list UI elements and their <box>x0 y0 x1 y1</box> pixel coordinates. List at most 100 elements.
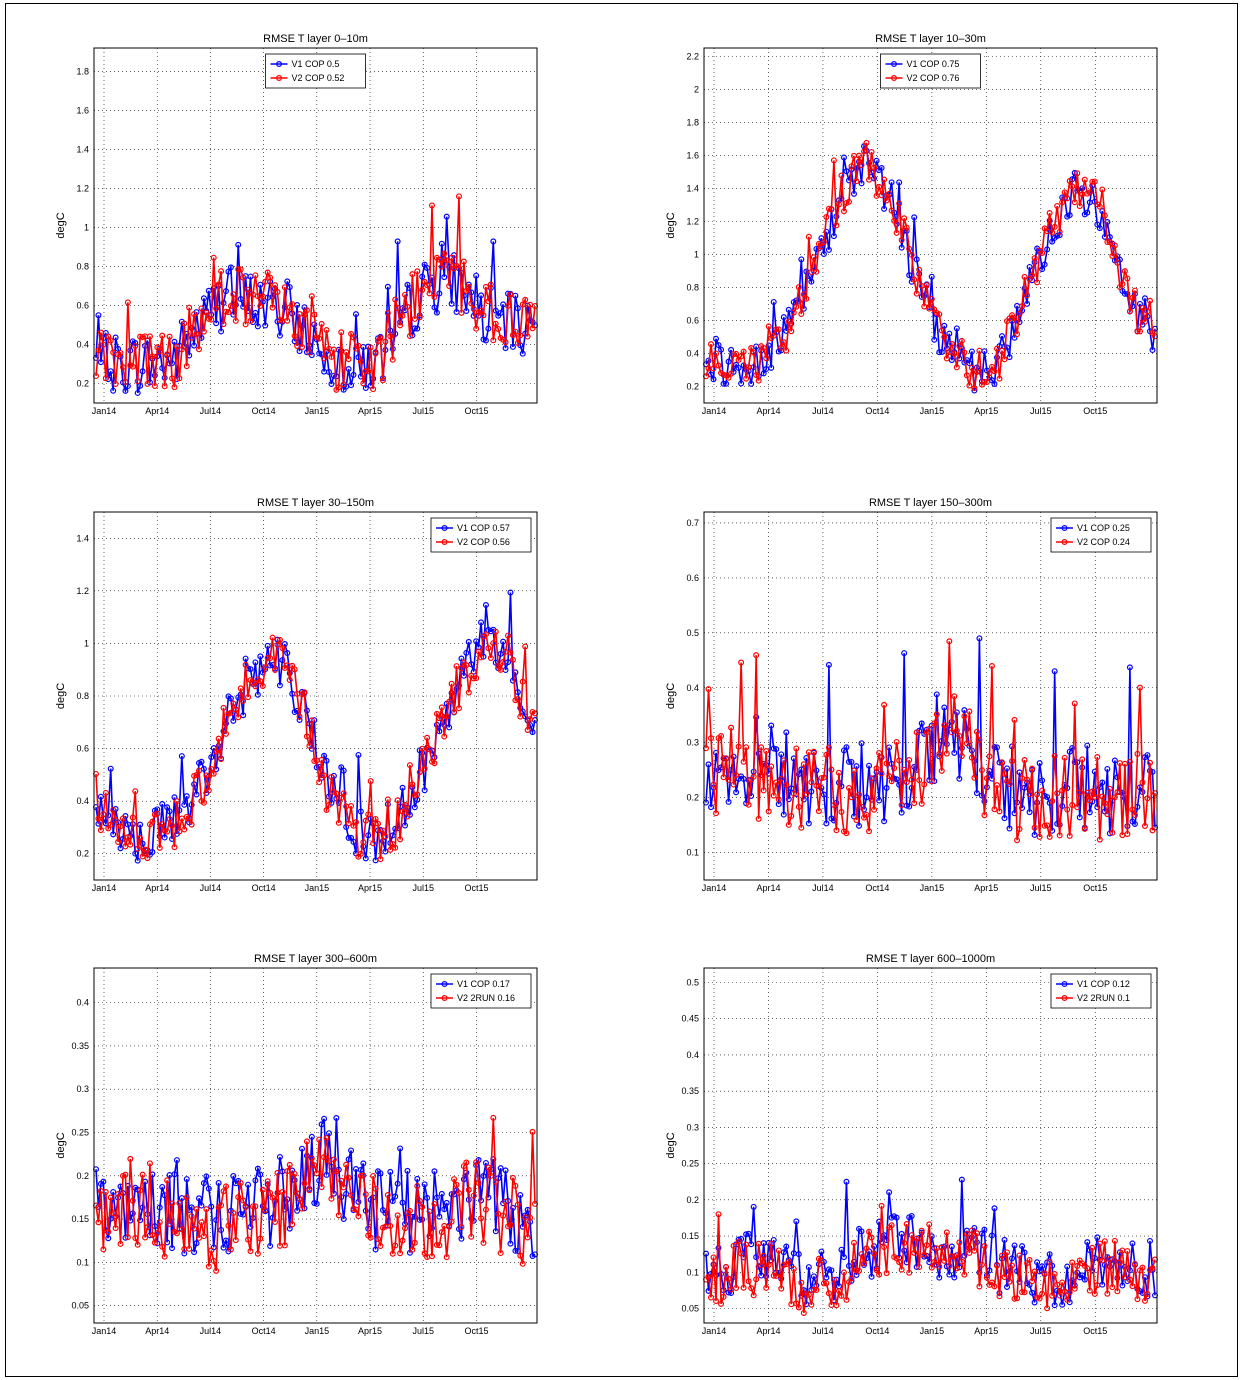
data-point <box>379 827 386 834</box>
data-point <box>773 326 780 333</box>
data-point <box>1094 804 1101 811</box>
y-tick-label: 0.2 <box>686 793 699 803</box>
data-point <box>112 816 119 823</box>
data-point <box>176 375 183 382</box>
x-tick-label: Jul15 <box>1030 406 1052 416</box>
data-point <box>858 740 865 747</box>
data-point <box>1091 1290 1098 1297</box>
data-point <box>441 250 448 257</box>
data-point <box>284 1168 291 1175</box>
data-point <box>733 772 740 779</box>
data-point <box>968 754 975 761</box>
data-point <box>1071 169 1078 176</box>
data-point <box>274 289 281 296</box>
data-point <box>1039 1263 1046 1270</box>
data-point <box>928 295 935 302</box>
data-point <box>921 292 928 299</box>
data-point <box>1146 759 1153 766</box>
data-point <box>785 1258 792 1265</box>
data-point <box>232 1237 239 1244</box>
data-point <box>866 828 873 835</box>
data-point <box>1001 815 1008 822</box>
data-point <box>1074 759 1081 766</box>
data-point <box>311 1162 318 1169</box>
x-tick-label: Jul14 <box>812 406 834 416</box>
data-point <box>876 1271 883 1278</box>
data-point <box>1019 1243 1026 1250</box>
data-point <box>838 1292 845 1299</box>
data-point <box>810 748 817 755</box>
y-tick-label: 1.8 <box>76 66 89 76</box>
data-point <box>768 763 775 770</box>
x-tick-label: Jan14 <box>702 883 727 893</box>
data-point <box>1114 1288 1121 1295</box>
data-point <box>272 282 279 289</box>
data-point <box>1051 752 1058 759</box>
data-point <box>242 1204 249 1211</box>
data-point <box>976 347 983 354</box>
data-point <box>991 1283 998 1290</box>
data-point <box>289 1221 296 1228</box>
data-point <box>497 309 504 316</box>
data-point <box>843 1178 850 1185</box>
data-point <box>1024 292 1031 299</box>
data-point <box>119 815 126 822</box>
data-point <box>173 798 180 805</box>
data-point <box>805 273 812 280</box>
data-point <box>213 320 220 327</box>
data-point <box>830 233 837 240</box>
data-point <box>441 1206 448 1213</box>
data-point <box>232 317 239 324</box>
data-point <box>1121 795 1128 802</box>
data-point <box>913 1235 920 1242</box>
data-point <box>848 794 855 801</box>
data-point <box>146 1160 153 1167</box>
data-point <box>102 1188 109 1195</box>
data-point <box>262 664 269 671</box>
x-tick-label: Apr15 <box>974 406 998 416</box>
data-point <box>227 1246 234 1253</box>
data-point <box>918 1227 925 1234</box>
data-point <box>311 311 318 318</box>
data-point <box>259 293 266 300</box>
data-point <box>881 1244 888 1251</box>
data-point <box>443 1254 450 1261</box>
data-point <box>375 1236 382 1243</box>
data-point <box>1086 189 1093 196</box>
data-point <box>1076 203 1083 210</box>
data-point <box>240 1197 247 1204</box>
data-point <box>1029 1278 1036 1285</box>
data-point <box>775 326 782 333</box>
data-point <box>1126 758 1133 765</box>
legend-label: V2 COP 0.76 <box>907 73 960 83</box>
data-point <box>402 801 409 808</box>
data-point <box>1079 1272 1086 1279</box>
data-point <box>416 314 423 321</box>
data-point <box>745 801 752 808</box>
data-point <box>941 1257 948 1264</box>
data-point <box>453 262 460 269</box>
data-point <box>517 1192 524 1199</box>
data-point <box>365 811 372 818</box>
data-point <box>780 339 787 346</box>
data-point <box>725 358 732 365</box>
data-point <box>191 1249 198 1256</box>
data-point <box>738 353 745 360</box>
data-point <box>720 380 727 387</box>
data-point <box>198 1202 205 1209</box>
data-point <box>343 1161 350 1168</box>
data-point <box>132 850 139 857</box>
data-point <box>245 1236 252 1243</box>
data-point <box>983 1274 990 1281</box>
data-point <box>951 1274 958 1281</box>
data-point <box>1139 304 1146 311</box>
data-point <box>1056 832 1063 839</box>
data-point <box>715 1245 722 1252</box>
data-point <box>805 233 812 240</box>
data-point <box>318 1184 325 1191</box>
data-point <box>431 1200 438 1207</box>
x-tick-label: Jan15 <box>920 883 945 893</box>
data-point <box>818 775 825 782</box>
data-point <box>490 337 497 344</box>
